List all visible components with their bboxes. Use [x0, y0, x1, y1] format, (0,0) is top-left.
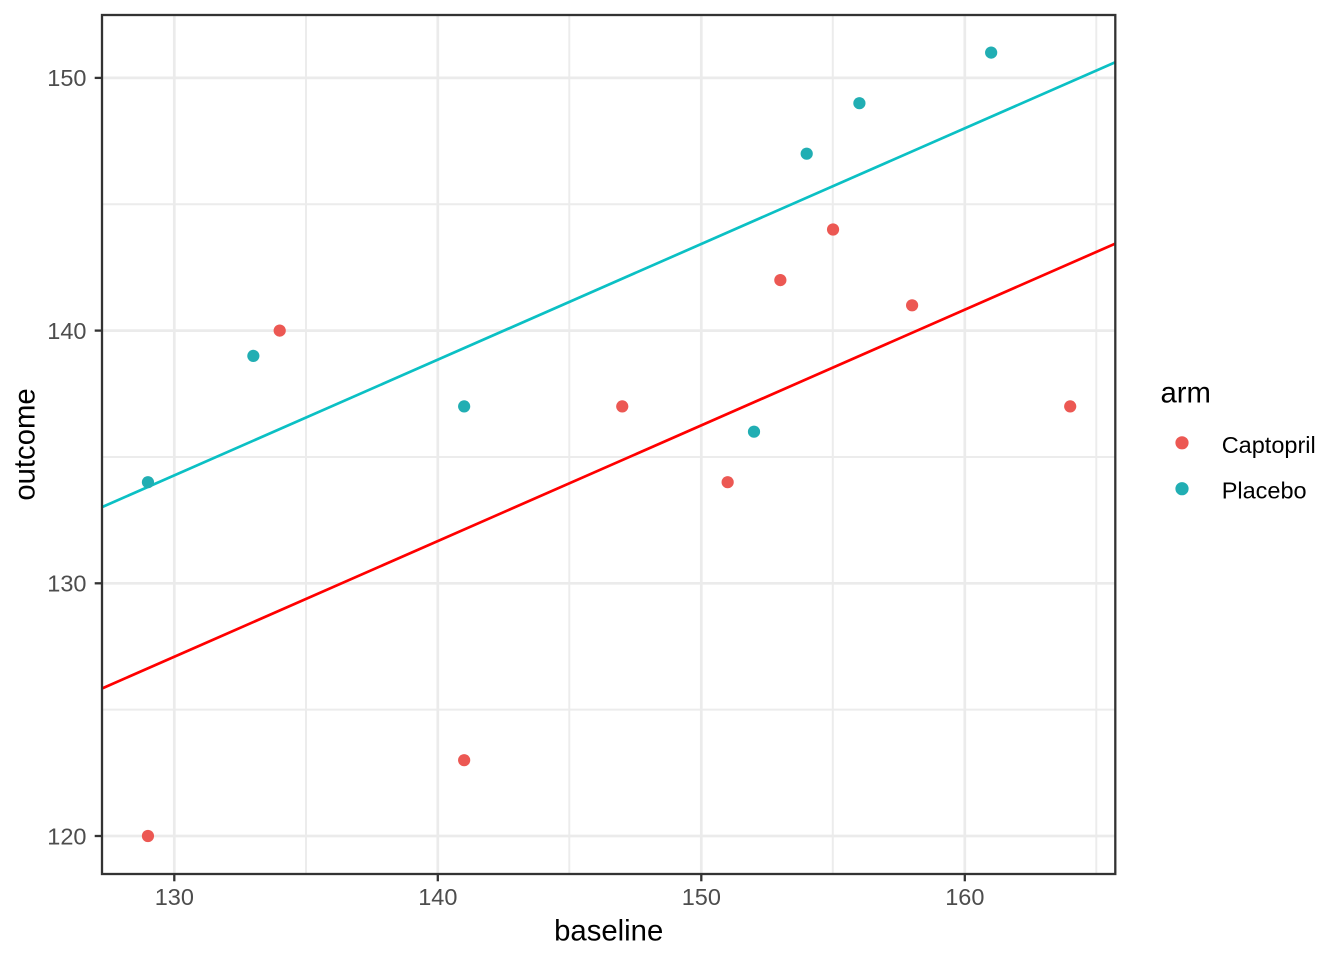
svg-text:baseline: baseline: [554, 915, 663, 948]
svg-text:130: 130: [47, 571, 86, 597]
svg-text:130: 130: [155, 884, 194, 910]
svg-text:Placebo: Placebo: [1222, 478, 1307, 504]
svg-text:160: 160: [945, 884, 984, 910]
svg-text:140: 140: [418, 884, 457, 910]
svg-text:150: 150: [47, 65, 86, 91]
svg-text:140: 140: [47, 318, 86, 344]
svg-text:arm: arm: [1161, 377, 1211, 410]
svg-text:120: 120: [47, 823, 86, 849]
svg-text:outcome: outcome: [9, 388, 42, 500]
svg-text:150: 150: [682, 884, 721, 910]
svg-text:Captopril: Captopril: [1222, 432, 1316, 458]
